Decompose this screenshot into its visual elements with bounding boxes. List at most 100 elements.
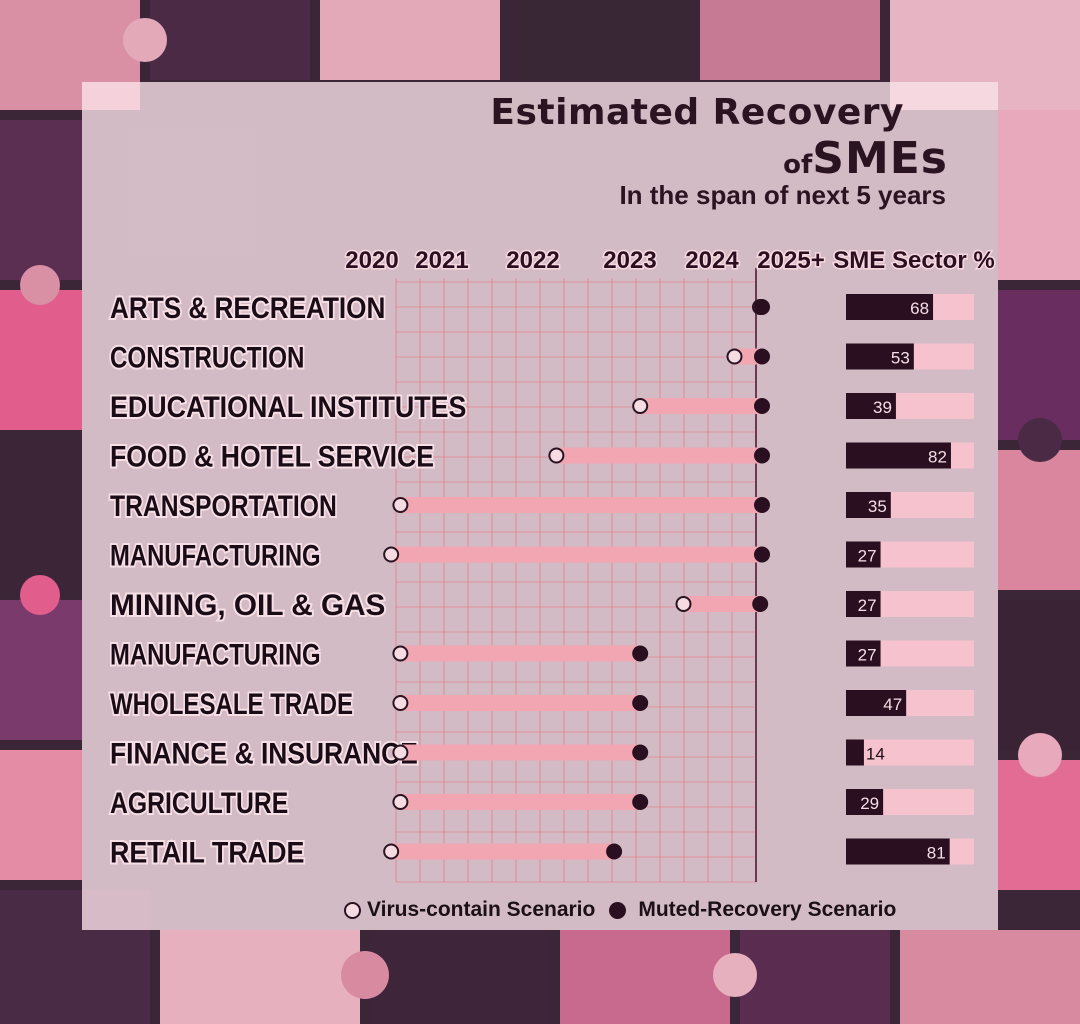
sector-label: RETAIL TRADE bbox=[110, 837, 304, 870]
range-bar bbox=[391, 843, 615, 860]
virus-contain-dot bbox=[675, 596, 692, 612]
muted-recovery-dot bbox=[632, 794, 649, 810]
share-bar bbox=[846, 591, 881, 617]
range-bar bbox=[400, 695, 641, 711]
sector-label: AGRICULTURE bbox=[110, 787, 288, 820]
range-bar bbox=[400, 497, 762, 513]
legend-open-dot-icon bbox=[344, 901, 361, 919]
chart-row: CONSTRUCTION 53 bbox=[108, 340, 974, 377]
share-value: 39 bbox=[873, 398, 892, 417]
share-track bbox=[846, 739, 974, 766]
share-bar bbox=[846, 739, 864, 766]
share-bar bbox=[846, 393, 896, 419]
chart-row: ARTS & RECREATION 68 bbox=[108, 290, 974, 327]
share-bar bbox=[846, 343, 914, 370]
chart-row: FOOD & HOTEL SERVICE 82 bbox=[108, 439, 974, 476]
range-bar bbox=[683, 596, 761, 612]
share-value: 29 bbox=[860, 794, 879, 813]
share-value: 14 bbox=[866, 745, 885, 764]
title-of: of bbox=[783, 150, 813, 180]
muted-recovery-dot bbox=[754, 546, 770, 563]
range-bar bbox=[640, 398, 762, 414]
muted-recovery-dot bbox=[632, 645, 649, 662]
virus-contain-dot bbox=[392, 695, 409, 711]
range-bar bbox=[400, 645, 641, 662]
title-smes: SMEs bbox=[812, 133, 948, 184]
virus-contain-dot bbox=[383, 843, 400, 860]
chart-row: FINANCE & INSURANCE 14 bbox=[108, 736, 974, 773]
sector-label: TRANSPORTATION bbox=[110, 490, 337, 523]
grid-lines bbox=[395, 268, 757, 883]
share-bar bbox=[846, 640, 881, 667]
chart-subtitle: In the span of next 5 years bbox=[619, 180, 946, 210]
range-bar bbox=[556, 447, 762, 464]
tick-label: 2020 bbox=[345, 247, 398, 274]
share-value: 35 bbox=[868, 497, 887, 516]
muted-recovery-dot bbox=[754, 497, 770, 513]
chart-title: Estimated Recovery bbox=[490, 92, 904, 133]
share-value: 27 bbox=[858, 596, 877, 615]
chart-rows: ARTS & RECREATION 68 CONSTRUCTION 53 EDUCATI… bbox=[108, 290, 974, 872]
tick-label: 2025+ bbox=[757, 247, 824, 274]
muted-recovery-dot bbox=[754, 398, 770, 414]
share-bar bbox=[846, 541, 881, 568]
range-bar bbox=[391, 546, 762, 563]
chart-row: EDUCATIONAL INSTITUTES 39 bbox=[108, 389, 974, 426]
share-value: 68 bbox=[910, 299, 929, 318]
range-bar bbox=[400, 744, 641, 761]
sector-label: FINANCE & INSURANCE bbox=[110, 738, 418, 771]
share-header: SME Sector % bbox=[833, 247, 994, 274]
virus-contain-dot bbox=[392, 744, 409, 761]
sector-label: MANUFACTURING bbox=[110, 540, 321, 573]
x-axis-ticks: 2020 2021 2022 2023 2024 2025+ SME Sector % bbox=[344, 246, 996, 276]
legend-virus-contain: Virus-contain Scenario bbox=[367, 898, 596, 921]
chart-row: MANUFACTURING 27 bbox=[108, 538, 974, 575]
share-bar bbox=[846, 838, 950, 865]
sector-label: CONSTRUCTION bbox=[110, 342, 304, 375]
muted-recovery-dot bbox=[752, 596, 769, 612]
share-bar bbox=[846, 690, 907, 716]
virus-contain-dot bbox=[392, 645, 409, 662]
sector-label: WHOLESALE TRADE bbox=[110, 688, 353, 721]
chart-row: WHOLESALE TRADE 47 bbox=[108, 686, 974, 723]
muted-recovery-dot bbox=[754, 348, 770, 365]
share-value: 47 bbox=[883, 695, 902, 714]
share-value: 82 bbox=[928, 448, 947, 467]
share-value: 81 bbox=[927, 844, 946, 863]
virus-contain-dot bbox=[632, 398, 649, 414]
virus-contain-dot bbox=[726, 348, 743, 365]
legend-filled-dot-icon bbox=[609, 901, 627, 919]
tick-label: 2024 bbox=[685, 247, 739, 274]
chart-row: MINING, OIL & GAS 27 bbox=[108, 587, 974, 624]
chart-row: AGRICULTURE 29 bbox=[108, 785, 974, 822]
muted-recovery-dot bbox=[754, 447, 770, 464]
share-value: 27 bbox=[858, 547, 877, 566]
range-bar bbox=[400, 794, 641, 810]
sector-label: MINING, OIL & GAS bbox=[110, 589, 385, 622]
share-bar bbox=[846, 789, 884, 815]
tick-label: 2022 bbox=[506, 247, 559, 274]
sector-label: FOOD & HOTEL SERVICE bbox=[110, 441, 434, 474]
sector-label: ARTS & RECREATION bbox=[110, 292, 385, 325]
virus-contain-dot bbox=[548, 447, 565, 464]
share-value: 53 bbox=[891, 349, 910, 368]
muted-recovery-dot bbox=[632, 695, 649, 711]
muted-recovery-dot bbox=[754, 299, 770, 315]
sector-label: EDUCATIONAL INSTITUTES bbox=[110, 391, 466, 424]
chart-row: TRANSPORTATION 35 bbox=[108, 488, 974, 525]
share-bar bbox=[846, 492, 891, 518]
chart-row: MANUFACTURING 27 bbox=[108, 637, 974, 674]
share-value: 27 bbox=[858, 646, 877, 665]
tick-label: 2023 bbox=[603, 247, 656, 274]
chart-title-sme: ofSMEs bbox=[783, 133, 948, 184]
legend-muted-recovery: Muted-Recovery Scenario bbox=[638, 898, 897, 921]
muted-recovery-dot bbox=[606, 843, 623, 860]
tick-label: 2021 bbox=[415, 247, 468, 274]
virus-contain-dot bbox=[392, 497, 409, 513]
share-bar bbox=[846, 442, 951, 469]
virus-contain-dot bbox=[392, 794, 409, 810]
virus-contain-dot bbox=[383, 546, 400, 563]
chart-row: RETAIL TRADE 81 bbox=[108, 835, 974, 872]
